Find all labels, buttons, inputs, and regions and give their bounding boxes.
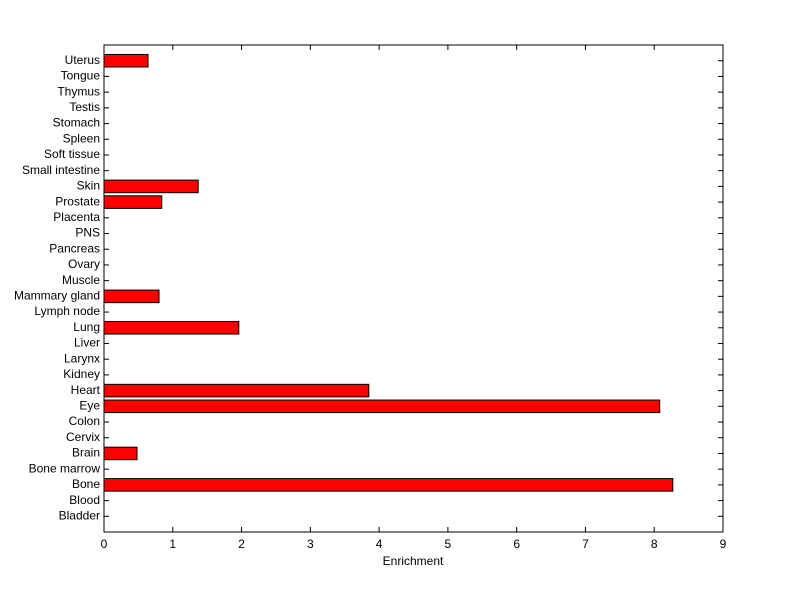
y-tick-label: Muscle [62, 273, 100, 287]
bar [103, 399, 661, 414]
x-tick-label: 6 [513, 537, 520, 551]
y-tick-label: Mammary gland [14, 289, 100, 303]
bar [103, 320, 240, 335]
y-tick-label: Prostate [55, 194, 100, 208]
y-tick-label: Placenta [53, 210, 100, 224]
y-tick-label: Soft tissue [44, 147, 100, 161]
y-tick-label: Lung [73, 320, 100, 334]
bar [103, 53, 149, 68]
y-tick-label: Bone marrow [29, 461, 101, 475]
y-tick-label: Testis [69, 100, 100, 114]
bar [103, 383, 370, 398]
y-tick-label: Cervix [66, 430, 100, 444]
y-tick-label: Uterus [65, 53, 100, 67]
y-tick-label: Liver [74, 336, 100, 350]
x-tick-label: 8 [651, 537, 658, 551]
x-tick-label: 1 [169, 537, 176, 551]
y-tick-label: Pancreas [49, 241, 100, 255]
y-tick-label: Ovary [68, 257, 100, 271]
x-tick-label: 5 [445, 537, 452, 551]
y-tick-label: Skin [77, 179, 100, 193]
x-tick-label: 4 [376, 537, 383, 551]
bar [103, 446, 138, 461]
y-tick-label: Lymph node [34, 304, 100, 318]
y-tick-label: Small intestine [22, 163, 100, 177]
x-axis-label: Enrichment [383, 554, 444, 568]
y-tick-label: PNS [75, 226, 100, 240]
x-tick-label: 9 [720, 537, 727, 551]
x-tick-label: 2 [238, 537, 245, 551]
bar [103, 195, 163, 209]
plot-frame [103, 44, 724, 533]
y-tick-label: Blood [69, 493, 100, 507]
x-tick-label: 3 [307, 537, 314, 551]
y-tick-label: Bladder [59, 508, 100, 522]
y-tick-label: Brain [72, 446, 100, 460]
y-tick-label: Eye [79, 398, 100, 412]
y-tick-label: Heart [71, 383, 101, 397]
y-tick-label: Tongue [61, 69, 101, 83]
y-tick-label: Kidney [63, 367, 100, 381]
x-tick-label: 0 [101, 537, 108, 551]
y-tick-label: Larynx [64, 351, 100, 365]
bar [103, 289, 160, 304]
y-tick-label: Colon [69, 414, 100, 428]
bar [103, 478, 674, 492]
y-tick-label: Thymus [57, 84, 100, 98]
y-tick-label: Spleen [63, 131, 100, 145]
y-tick-label: Bone [72, 477, 100, 491]
x-tick-label: 7 [582, 537, 589, 551]
bar [103, 179, 199, 194]
y-tick-label: Stomach [53, 116, 100, 130]
